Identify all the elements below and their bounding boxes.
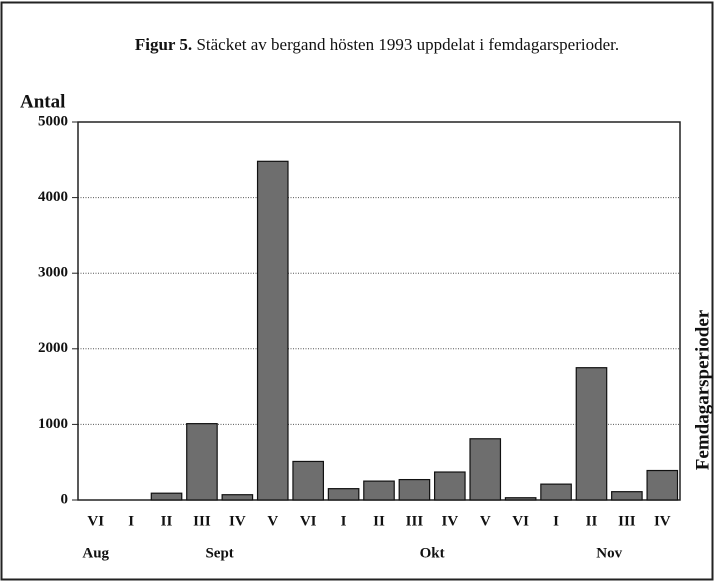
x-tick-label: V bbox=[480, 513, 491, 529]
bar bbox=[540, 483, 572, 501]
y-tick-label: 4000 bbox=[38, 189, 68, 205]
x-tick-label: IV bbox=[654, 513, 671, 529]
x-axis-label: Femdagarsperioder bbox=[692, 309, 713, 470]
x-tick-label: III bbox=[193, 513, 211, 529]
title-text: Stäcket av bergand hösten 1993 uppdelat … bbox=[196, 35, 619, 54]
x-tick-label: VI bbox=[512, 513, 529, 529]
bar bbox=[611, 491, 643, 501]
y-axis-label: Antal bbox=[20, 91, 65, 112]
bar bbox=[469, 438, 502, 501]
bar bbox=[575, 367, 608, 501]
x-tick-label: I bbox=[553, 513, 559, 529]
x-tick-label: III bbox=[618, 513, 636, 529]
bar bbox=[646, 469, 679, 501]
y-tick-label: 0 bbox=[61, 491, 69, 507]
x-tick-label: II bbox=[586, 513, 598, 529]
x-tick-label: III bbox=[406, 513, 424, 529]
x-tick-label: II bbox=[161, 513, 173, 529]
y-tick-label: 1000 bbox=[38, 416, 68, 432]
x-tick-label: IV bbox=[441, 513, 458, 529]
chart-title: Figur 5. Stäcket av bergand hösten 1993 … bbox=[135, 35, 619, 54]
bar bbox=[504, 497, 537, 501]
bar bbox=[221, 494, 254, 501]
bar bbox=[363, 480, 395, 501]
x-tick-label: IV bbox=[229, 513, 246, 529]
bar bbox=[256, 160, 289, 501]
y-tick-label: 5000 bbox=[38, 113, 68, 129]
y-tick-label: 2000 bbox=[38, 340, 68, 356]
y-tick-label: 3000 bbox=[38, 265, 68, 281]
month-label: Okt bbox=[420, 545, 445, 561]
title-prefix: Figur 5. bbox=[135, 35, 192, 54]
x-tick-label: II bbox=[373, 513, 385, 529]
month-label: Sept bbox=[205, 545, 233, 561]
bar bbox=[433, 471, 466, 501]
x-tick-label: V bbox=[267, 513, 278, 529]
bar bbox=[150, 492, 183, 501]
bar bbox=[186, 423, 218, 501]
month-label: Aug bbox=[82, 545, 109, 561]
x-tick-label: VI bbox=[300, 513, 317, 529]
month-label: Nov bbox=[596, 545, 622, 561]
x-tick-label: I bbox=[341, 513, 347, 529]
x-tick-label: I bbox=[128, 513, 134, 529]
bar bbox=[292, 460, 325, 501]
x-tick-label: VI bbox=[87, 513, 104, 529]
bar bbox=[398, 478, 431, 501]
bar bbox=[327, 488, 360, 501]
